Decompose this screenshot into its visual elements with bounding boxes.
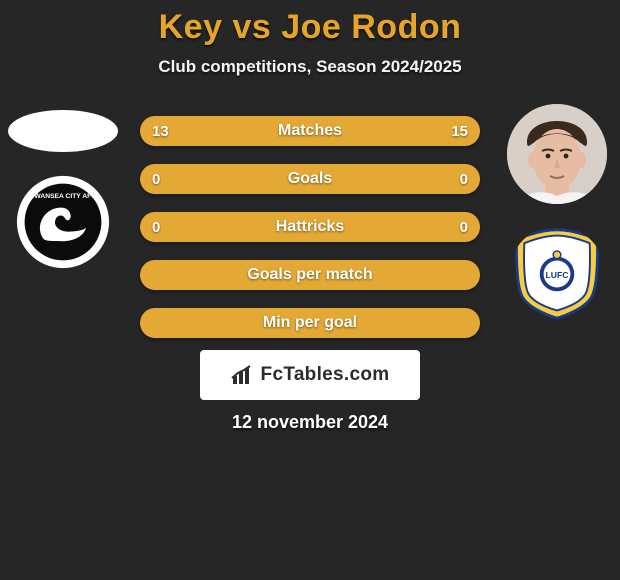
stat-label: Min per goal [263, 314, 357, 332]
swansea-badge-icon: SWANSEA CITY AFC [15, 174, 111, 270]
stat-label: Goals [288, 170, 332, 188]
player-right-club-badge: LUFC [509, 226, 605, 322]
player-right-column: LUFC [502, 104, 612, 322]
comparison-card: Key vs Joe Rodon Club competitions, Seas… [0, 0, 620, 580]
leeds-badge-icon: LUFC [509, 226, 605, 322]
stat-row-matches: 13 Matches 15 [140, 116, 480, 146]
date-text: 12 november 2024 [0, 412, 620, 433]
stat-row-min-per-goal: Min per goal [140, 308, 480, 338]
svg-text:SWANSEA CITY AFC: SWANSEA CITY AFC [30, 193, 96, 200]
player-photo-icon [507, 104, 607, 204]
stat-row-goals-per-match: Goals per match [140, 260, 480, 290]
player-right-avatar [507, 104, 607, 204]
player-left-club-badge: SWANSEA CITY AFC [15, 174, 111, 270]
page-title: Key vs Joe Rodon [0, 0, 620, 47]
stat-left-value: 0 [152, 212, 160, 242]
stat-left-value: 13 [152, 116, 169, 146]
watermark-text: FcTables.com [261, 364, 390, 386]
stat-label: Hattricks [276, 218, 344, 236]
svg-text:LUFC: LUFC [546, 270, 569, 280]
stat-right-value: 0 [460, 164, 468, 194]
stat-label: Goals per match [247, 266, 372, 284]
stat-right-value: 0 [460, 212, 468, 242]
watermark: FcTables.com [200, 350, 420, 400]
stat-right-value: 15 [451, 116, 468, 146]
stat-label: Matches [278, 122, 342, 140]
stat-rows: 13 Matches 15 0 Goals 0 0 Hattricks 0 Go… [140, 116, 480, 338]
stat-left-value: 0 [152, 164, 160, 194]
player-left-avatar [8, 110, 118, 152]
bar-chart-icon [231, 364, 255, 386]
stat-row-goals: 0 Goals 0 [140, 164, 480, 194]
stat-row-hattricks: 0 Hattricks 0 [140, 212, 480, 242]
player-left-column: SWANSEA CITY AFC [8, 104, 118, 270]
subtitle: Club competitions, Season 2024/2025 [0, 57, 620, 77]
